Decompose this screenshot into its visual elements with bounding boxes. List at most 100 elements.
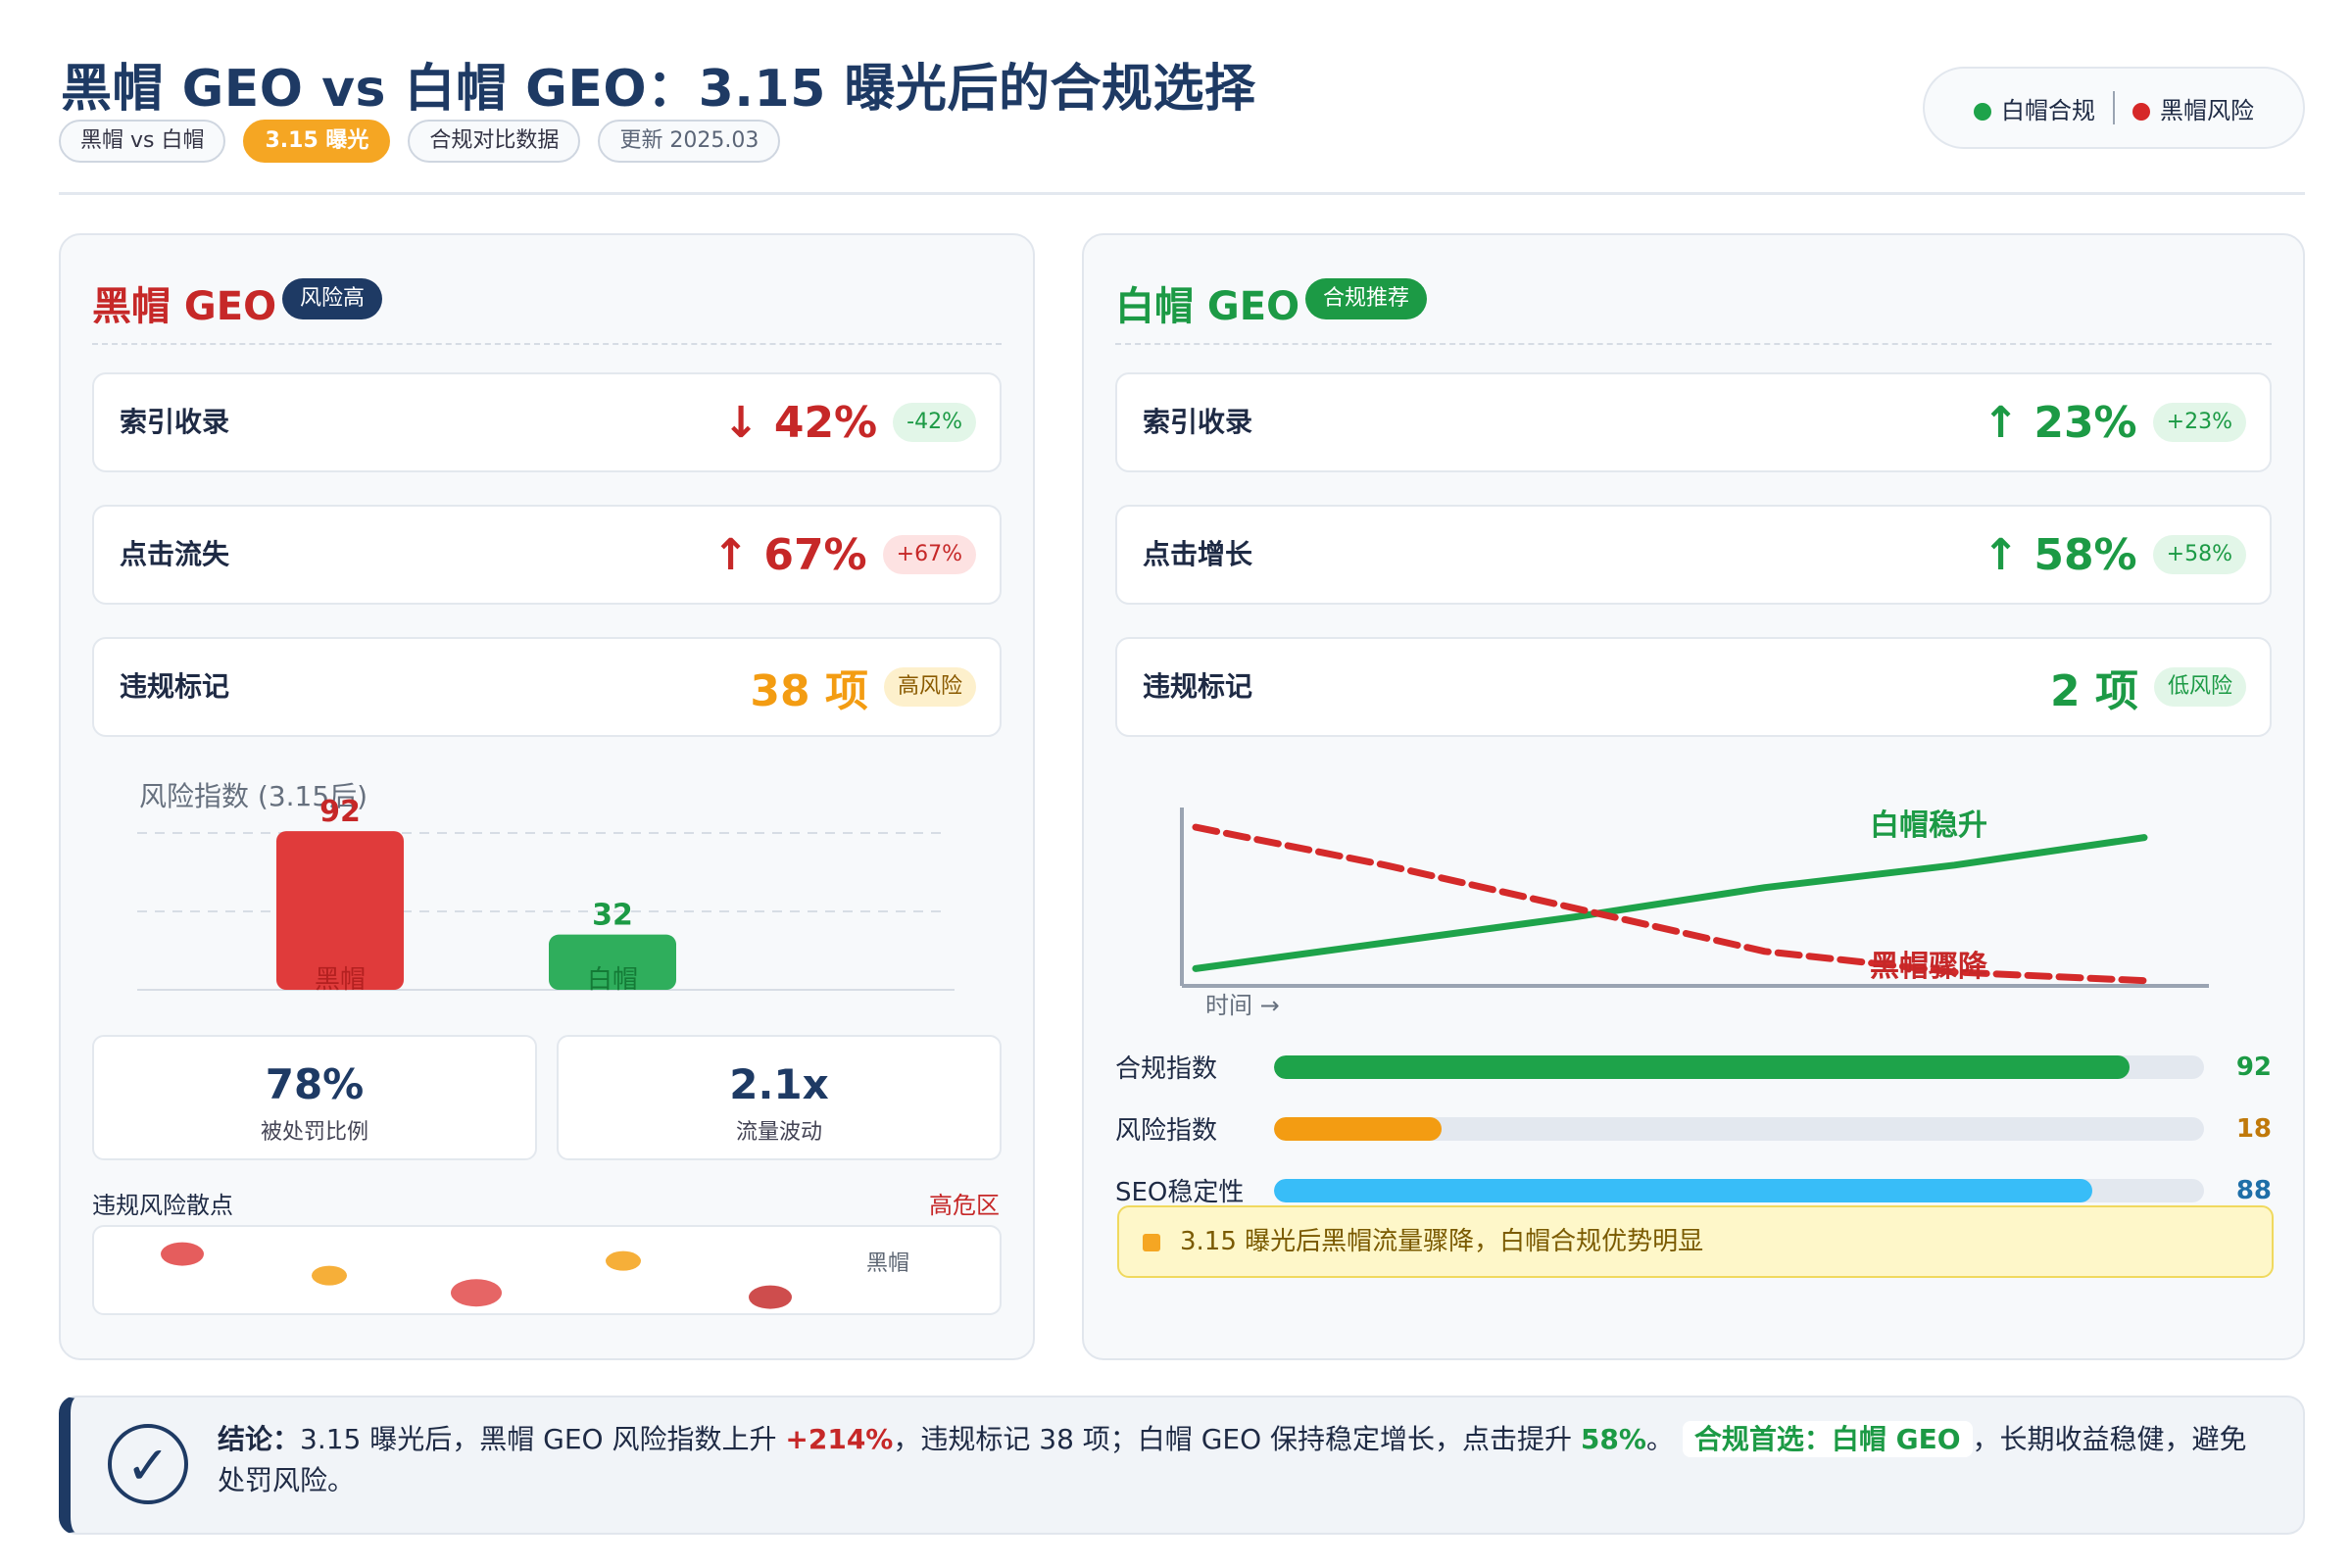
score-value: 88 bbox=[2235, 1175, 2272, 1205]
metric-label: 违规标记 bbox=[1143, 670, 1253, 703]
metric-value: ↑ 67% bbox=[712, 529, 867, 580]
legend: 白帽合规 黑帽风险 bbox=[1923, 67, 2305, 149]
scatter-tag: 高危区 bbox=[929, 1192, 1000, 1219]
tag-data[interactable]: 合规对比数据 bbox=[408, 120, 581, 163]
score-fill bbox=[1274, 1054, 2130, 1079]
bar-value-label: 92 bbox=[319, 795, 361, 829]
metric-chip: +58% bbox=[2152, 535, 2246, 574]
conclusion-part: 。 bbox=[1645, 1423, 1674, 1455]
left-metric-violations: 违规标记 38 项 高风险 bbox=[92, 637, 1002, 737]
score-track bbox=[1274, 1116, 2204, 1141]
legend-white: 白帽合规 bbox=[1974, 91, 2095, 125]
legend-divider bbox=[2113, 91, 2115, 124]
score-fill bbox=[1274, 1178, 2092, 1202]
score-track bbox=[1274, 1054, 2204, 1079]
black-hat-title: 黑帽 GEO bbox=[92, 284, 277, 329]
red-dot-icon bbox=[2132, 102, 2150, 121]
compliance-badge: 合规推荐 bbox=[1305, 278, 1428, 319]
conclusion-highlight-risk: +214% bbox=[785, 1423, 894, 1455]
score-label: 风险指数 bbox=[1115, 1116, 1218, 1146]
conclusion-lead: 结论： bbox=[218, 1423, 301, 1455]
scatter-title: 违规风险散点 bbox=[92, 1192, 233, 1219]
tag-row: 黑帽 vs 白帽 3.15 曝光 合规对比数据 更新 2025.03 bbox=[59, 120, 781, 163]
series-line-0 bbox=[1192, 834, 2148, 972]
scatter-point bbox=[161, 1242, 204, 1266]
score-value: 18 bbox=[2235, 1113, 2272, 1144]
conclusion-pick: 合规首选：白帽 GEO bbox=[1682, 1421, 1973, 1457]
legend-black: 黑帽风险 bbox=[2132, 91, 2254, 125]
left-metric-index: 索引收录 ↓ 42% -42% bbox=[92, 372, 1002, 472]
series-label: 黑帽骤降 bbox=[1870, 950, 1988, 984]
score-track bbox=[1274, 1178, 2204, 1202]
metric-label: 违规标记 bbox=[120, 670, 230, 703]
page-title: 黑帽 GEO vs 白帽 GEO：3.15 曝光后的合规选择 bbox=[61, 60, 1256, 119]
score-row: 风险指数 18 bbox=[1115, 1110, 2272, 1147]
conclusion-part: ，违规标记 38 项；白帽 GEO 保持稳定增长，点击提升 bbox=[893, 1423, 1581, 1455]
conclusion-box bbox=[59, 1396, 2305, 1535]
risk-bar-chart: 风险指数 (3.15后) 92 黑帽 32 白帽 bbox=[137, 780, 955, 995]
legend-white-label: 白帽合规 bbox=[2001, 96, 2095, 124]
scatter-point bbox=[312, 1265, 347, 1286]
insight-note: 3.15 曝光后黑帽流量骤降，白帽合规优势明显 bbox=[1117, 1205, 2274, 1278]
legend-black-label: 黑帽风险 bbox=[2160, 96, 2254, 124]
stat-label: 流量波动 bbox=[735, 1120, 822, 1145]
score-value: 92 bbox=[2235, 1052, 2272, 1082]
metric-chip: +23% bbox=[2152, 403, 2246, 442]
conclusion-text: 结论：3.15 曝光后，黑帽 GEO 风险指数上升 +214%，违规标记 38 … bbox=[218, 1419, 2256, 1501]
conclusion-part: ，长期收益稳健，避免处罚风险。 bbox=[218, 1423, 2247, 1496]
tag-updated: 更新 2025.03 bbox=[598, 120, 781, 163]
score-fill bbox=[1274, 1116, 1442, 1141]
bar-value-label: 32 bbox=[592, 899, 633, 933]
metric-label: 索引收录 bbox=[120, 406, 230, 438]
metric-label: 点击流失 bbox=[120, 538, 230, 570]
stat-card-volatility: 2.1x 流量波动 bbox=[557, 1035, 1002, 1160]
header-divider bbox=[59, 192, 2305, 195]
score-row: 合规指数 92 bbox=[1115, 1049, 2272, 1085]
scatter-point bbox=[451, 1279, 502, 1307]
metric-value: 2 项 bbox=[2050, 666, 2138, 716]
metric-label: 索引收录 bbox=[1143, 406, 1253, 438]
right-metric-clicks: 点击增长 ↑ 58% +58% bbox=[1115, 505, 2272, 605]
scatter-plot: 黑帽 bbox=[161, 1242, 909, 1309]
series-label: 白帽稳升 bbox=[1870, 808, 1987, 843]
stat-value: 2.1x bbox=[729, 1060, 829, 1108]
metric-label: 点击增长 bbox=[1143, 538, 1253, 570]
scatter-point bbox=[606, 1250, 641, 1271]
metric-chip: 低风险 bbox=[2153, 667, 2246, 707]
scatter-box: 黑帽 bbox=[92, 1225, 1002, 1315]
metric-value: ↑ 58% bbox=[1983, 529, 2137, 580]
right-divider bbox=[1115, 343, 2272, 345]
check-icon: ✓ bbox=[108, 1424, 188, 1504]
metric-value: ↓ 42% bbox=[722, 397, 878, 448]
metric-value: ↑ 23% bbox=[1983, 397, 2137, 448]
bar-category-label: 黑帽 bbox=[315, 965, 366, 995]
tag-315[interactable]: 3.15 曝光 bbox=[243, 120, 391, 163]
scatter-point bbox=[749, 1285, 792, 1309]
bar-0 bbox=[276, 831, 404, 990]
note-text: 3.15 曝光后黑帽流量骤降，白帽合规优势明显 bbox=[1180, 1227, 1704, 1256]
stat-label: 被处罚比例 bbox=[260, 1120, 368, 1145]
score-label: 合规指数 bbox=[1115, 1054, 1218, 1084]
risk-badge: 风险高 bbox=[282, 278, 383, 319]
scatter-label: 黑帽 bbox=[866, 1251, 909, 1276]
metric-chip: 高风险 bbox=[883, 667, 976, 707]
metric-value: 38 项 bbox=[750, 666, 868, 716]
left-divider bbox=[92, 343, 1002, 345]
metric-chip: +67% bbox=[882, 535, 976, 574]
score-bars: 合规指数 92 风险指数 18 SEO稳定性 88 bbox=[1115, 1049, 2272, 1234]
bar-1 bbox=[549, 934, 676, 990]
green-dot-icon bbox=[1974, 102, 1991, 121]
tag-compare[interactable]: 黑帽 vs 白帽 bbox=[59, 120, 226, 163]
metric-chip: -42% bbox=[893, 403, 976, 442]
bar-chart-title: 风险指数 (3.15后) bbox=[139, 780, 368, 812]
conclusion-part: 3.15 曝光后，黑帽 GEO 风险指数上升 bbox=[300, 1423, 786, 1455]
conclusion-highlight-clicks: 58% bbox=[1580, 1423, 1646, 1455]
white-hat-title: 白帽 GEO bbox=[1115, 284, 1300, 329]
score-row: SEO稳定性 88 bbox=[1115, 1172, 2272, 1208]
score-label: SEO稳定性 bbox=[1115, 1178, 1245, 1207]
right-metric-violations: 违规标记 2 项 低风险 bbox=[1115, 637, 2272, 737]
note-square-icon bbox=[1143, 1234, 1160, 1251]
right-metric-index: 索引收录 ↑ 23% +23% bbox=[1115, 372, 2272, 472]
left-metric-clicks: 点击流失 ↑ 67% +67% bbox=[92, 505, 1002, 605]
